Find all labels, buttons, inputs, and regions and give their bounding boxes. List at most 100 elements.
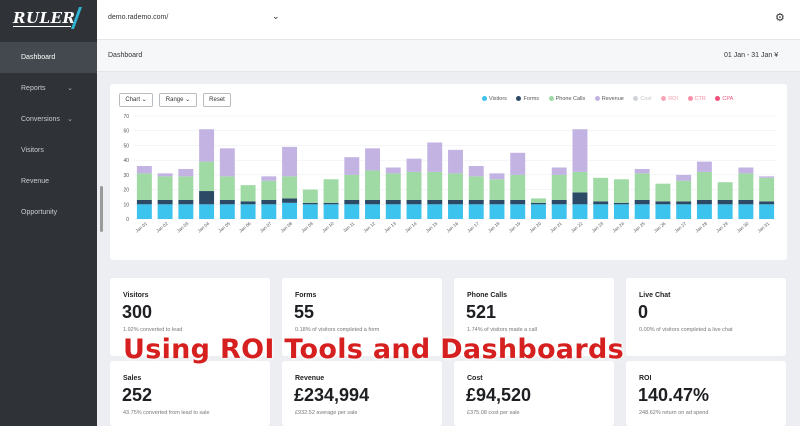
- reset-button[interactable]: Reset: [203, 93, 231, 107]
- bar-segment-forms[interactable]: [717, 199, 733, 205]
- bar-segment-revenue[interactable]: [448, 149, 463, 174]
- bar-segment-phone-calls[interactable]: [261, 180, 277, 200]
- range-dropdown[interactable]: Range ⌄: [159, 93, 197, 107]
- bar-segment-visitors[interactable]: [759, 204, 775, 219]
- sidebar-item-opportunity[interactable]: Opportunity: [0, 197, 97, 228]
- bar-segment-phone-calls[interactable]: [655, 183, 671, 202]
- stat-card-revenue[interactable]: Revenue £234,994 £932.52 average per sal…: [282, 361, 442, 426]
- bar-segment-visitors[interactable]: [219, 204, 235, 219]
- bar-segment-revenue[interactable]: [738, 167, 754, 174]
- stat-card-visitors[interactable]: Visitors 300 1.92% converted to lead: [110, 278, 270, 356]
- bar-segment-phone-calls[interactable]: [593, 177, 609, 202]
- bar-segment-revenue[interactable]: [696, 161, 712, 172]
- bar-segment-phone-calls[interactable]: [696, 171, 712, 200]
- legend-revenue[interactable]: Revenue: [594, 96, 624, 102]
- bar-segment-phone-calls[interactable]: [448, 173, 463, 200]
- bar-segment-revenue[interactable]: [365, 148, 380, 171]
- domain-selector-label[interactable]: demo.rademo.com/: [108, 14, 169, 21]
- bar-segment-visitors[interactable]: [240, 204, 256, 219]
- bar-segment-visitors[interactable]: [448, 204, 463, 219]
- bar-segment-visitors[interactable]: [178, 204, 194, 219]
- bar-segment-visitors[interactable]: [613, 204, 629, 219]
- bar-segment-phone-calls[interactable]: [572, 171, 588, 193]
- bar-segment-forms[interactable]: [302, 202, 318, 205]
- bar-segment-phone-calls[interactable]: [136, 173, 152, 200]
- bar-segment-forms[interactable]: [406, 199, 422, 205]
- bar-segment-forms[interactable]: [178, 199, 194, 205]
- sidebar-item-visitors[interactable]: Visitors: [0, 135, 97, 166]
- bar-segment-phone-calls[interactable]: [551, 174, 567, 200]
- bar-segment-forms[interactable]: [489, 199, 505, 205]
- bar-segment-revenue[interactable]: [759, 176, 775, 178]
- bar-segment-forms[interactable]: [572, 192, 588, 205]
- stat-card-forms[interactable]: Forms 55 0.18% of visitors completed a f…: [282, 278, 442, 356]
- bar-segment-visitors[interactable]: [282, 202, 298, 219]
- bar-segment-forms[interactable]: [261, 199, 277, 205]
- sidebar-item-revenue[interactable]: Revenue: [0, 166, 97, 197]
- bar-segment-phone-calls[interactable]: [510, 174, 526, 200]
- bar-segment-revenue[interactable]: [427, 142, 443, 172]
- bar-segment-phone-calls[interactable]: [344, 174, 360, 200]
- bar-segment-phone-calls[interactable]: [157, 176, 173, 200]
- bar-segment-revenue[interactable]: [676, 174, 692, 181]
- bar-segment-visitors[interactable]: [634, 204, 650, 219]
- bar-segment-visitors[interactable]: [531, 204, 546, 219]
- bar-segment-revenue[interactable]: [136, 166, 152, 174]
- bar-segment-forms[interactable]: [738, 199, 754, 205]
- bar-segment-forms[interactable]: [136, 199, 152, 205]
- bar-segment-visitors[interactable]: [717, 204, 733, 219]
- bar-segment-visitors[interactable]: [489, 204, 505, 219]
- bar-segment-revenue[interactable]: [157, 173, 173, 177]
- bar-segment-revenue[interactable]: [468, 166, 484, 177]
- bar-segment-forms[interactable]: [613, 202, 629, 205]
- bar-segment-phone-calls[interactable]: [759, 177, 775, 202]
- bar-segment-visitors[interactable]: [655, 204, 671, 219]
- bar-segment-forms[interactable]: [634, 199, 650, 205]
- legend-cpa[interactable]: CPA: [715, 96, 733, 102]
- chart-type-dropdown[interactable]: Chart ⌄: [119, 93, 153, 107]
- bar-segment-revenue[interactable]: [219, 148, 235, 177]
- bar-segment-forms[interactable]: [157, 199, 173, 205]
- bar-segment-revenue[interactable]: [344, 157, 360, 175]
- bar-segment-visitors[interactable]: [323, 204, 339, 219]
- chevron-down-icon[interactable]: ⌄: [272, 11, 280, 21]
- bar-segment-visitors[interactable]: [572, 204, 588, 219]
- bar-segment-forms[interactable]: [655, 201, 671, 205]
- bar-segment-phone-calls[interactable]: [178, 176, 194, 200]
- stat-card-roi[interactable]: ROI 140.47% 248.62% return on ad spend: [626, 361, 786, 426]
- bar-segment-visitors[interactable]: [468, 204, 484, 219]
- bar-segment-revenue[interactable]: [551, 167, 567, 175]
- bar-segment-phone-calls[interactable]: [385, 173, 401, 200]
- ruler-logo[interactable]: RULER: [9, 7, 87, 29]
- bar-segment-revenue[interactable]: [489, 173, 505, 180]
- sidebar-item-dashboard[interactable]: Dashboard: [0, 42, 97, 73]
- bar-segment-phone-calls[interactable]: [717, 182, 733, 200]
- bar-segment-forms[interactable]: [323, 202, 339, 205]
- bar-segment-revenue[interactable]: [510, 152, 526, 175]
- bar-segment-phone-calls[interactable]: [282, 176, 298, 199]
- bar-segment-forms[interactable]: [385, 199, 401, 205]
- bar-segment-visitors[interactable]: [199, 204, 215, 219]
- stat-card-sales[interactable]: Sales 252 43.75% converted from lead to …: [110, 361, 270, 426]
- legend-phone-calls[interactable]: Phone Calls: [548, 96, 585, 102]
- bar-segment-revenue[interactable]: [282, 146, 298, 177]
- bar-segment-forms[interactable]: [510, 199, 526, 205]
- bar-segment-forms[interactable]: [593, 201, 609, 205]
- bar-segment-visitors[interactable]: [696, 204, 712, 219]
- bar-segment-visitors[interactable]: [157, 204, 173, 219]
- bar-segment-forms[interactable]: [199, 191, 215, 205]
- bar-segment-forms[interactable]: [531, 202, 546, 205]
- bar-segment-visitors[interactable]: [510, 204, 526, 219]
- bar-segment-visitors[interactable]: [344, 204, 360, 219]
- date-range-selector[interactable]: 01 Jan - 31 Jan ¥: [724, 52, 779, 59]
- bar-segment-visitors[interactable]: [365, 204, 380, 219]
- bar-segment-visitors[interactable]: [676, 204, 692, 219]
- bar-segment-revenue[interactable]: [199, 129, 215, 162]
- bar-segment-revenue[interactable]: [634, 168, 650, 174]
- bar-segment-forms[interactable]: [344, 199, 360, 205]
- legend-visitors[interactable]: Visitors: [482, 96, 507, 102]
- bar-segment-phone-calls[interactable]: [468, 176, 484, 200]
- bar-segment-forms[interactable]: [219, 199, 235, 205]
- legend-cost[interactable]: Cost: [633, 96, 652, 102]
- bar-segment-visitors[interactable]: [136, 204, 152, 219]
